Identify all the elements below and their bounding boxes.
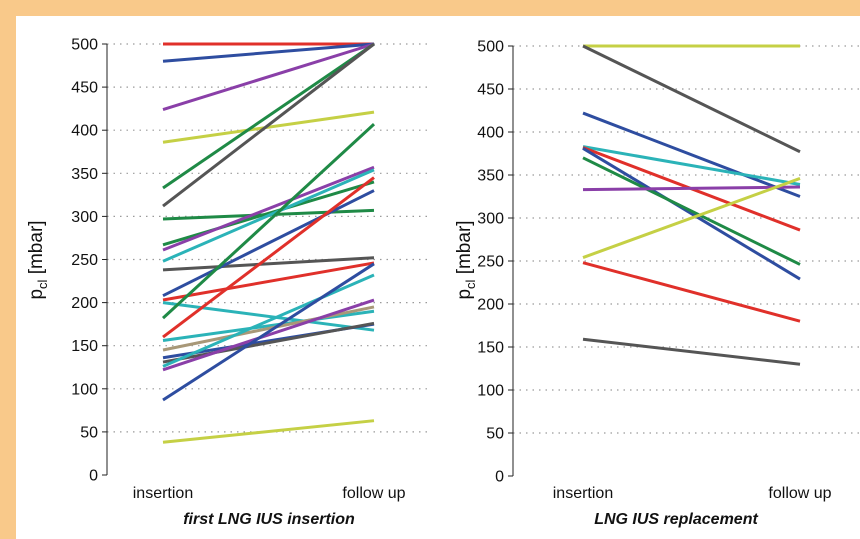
series-line (162, 165, 375, 252)
y-tick-label: 100 (71, 381, 98, 398)
x-category-label: follow up (342, 485, 405, 502)
y-tick-label: 350 (71, 166, 98, 183)
y-tick-label: 0 (89, 468, 98, 485)
series-line (162, 42, 375, 111)
series-line (162, 298, 375, 372)
y-tick-label: 150 (477, 340, 504, 357)
series-line (162, 309, 375, 343)
series-line (582, 177, 801, 259)
series-line (162, 321, 375, 364)
series-line (162, 42, 375, 208)
y-tick-label: 350 (477, 168, 504, 185)
y-tick-label: 500 (477, 39, 504, 56)
y-tick-label: 450 (477, 82, 504, 99)
series-line (162, 262, 375, 402)
y-tick-label: 50 (486, 426, 504, 443)
series-line (582, 156, 801, 266)
chart-panel-first-insertion: 0 50 100 150 200 250 300 350 400 450 500 insertion f… (26, 37, 430, 528)
series-line (582, 111, 801, 198)
x-category-label: follow up (768, 485, 831, 502)
series-line (582, 44, 801, 154)
series-line (162, 189, 375, 298)
series-line (582, 337, 801, 366)
series-line (162, 301, 375, 332)
y-tick-label: 150 (71, 338, 98, 355)
frame-top-border (0, 0, 860, 16)
x-category-label: insertion (133, 485, 193, 502)
series-line (582, 147, 801, 281)
series-line (582, 145, 801, 186)
y-tick-label: 200 (71, 295, 98, 312)
chart-caption: first LNG IUS insertion (183, 511, 355, 528)
y-tick-label: 250 (71, 252, 98, 269)
series-line (161, 123, 376, 320)
series-line (162, 176, 375, 339)
y-tick-label: 200 (477, 297, 504, 314)
series-line (582, 185, 801, 192)
series-line (162, 261, 375, 302)
y-tick-label: 400 (477, 125, 504, 142)
series-line (162, 42, 375, 190)
series-line (162, 305, 375, 352)
y-tick-label: 400 (71, 123, 98, 140)
series-line (582, 261, 801, 323)
series-line (162, 273, 375, 368)
x-category-label: insertion (553, 485, 613, 502)
series-line (162, 110, 375, 144)
y-tick-label: 50 (80, 424, 98, 441)
y-tick-label: 300 (477, 211, 504, 228)
y-tick-label: 0 (495, 469, 504, 486)
y-axis-label: pcl [mbar] (454, 220, 478, 299)
series-line (162, 168, 375, 263)
y-axis-label: pcl [mbar] (26, 220, 50, 299)
chart-caption: LNG IUS replacement (594, 511, 758, 528)
y-tick-label: 450 (71, 80, 98, 97)
series-line (162, 256, 375, 272)
series-line (162, 180, 375, 247)
chart-panel-replacement: 0 50 100 150 200 250 300 350 400 450 500 insertion f… (454, 39, 860, 528)
y-tick-label: 300 (71, 209, 98, 226)
frame-left-border (0, 0, 16, 539)
series-line (162, 42, 375, 63)
series-line (162, 419, 375, 444)
y-tick-label: 250 (477, 254, 504, 271)
y-tick-label: 100 (477, 383, 504, 400)
y-tick-label: 500 (71, 37, 98, 54)
